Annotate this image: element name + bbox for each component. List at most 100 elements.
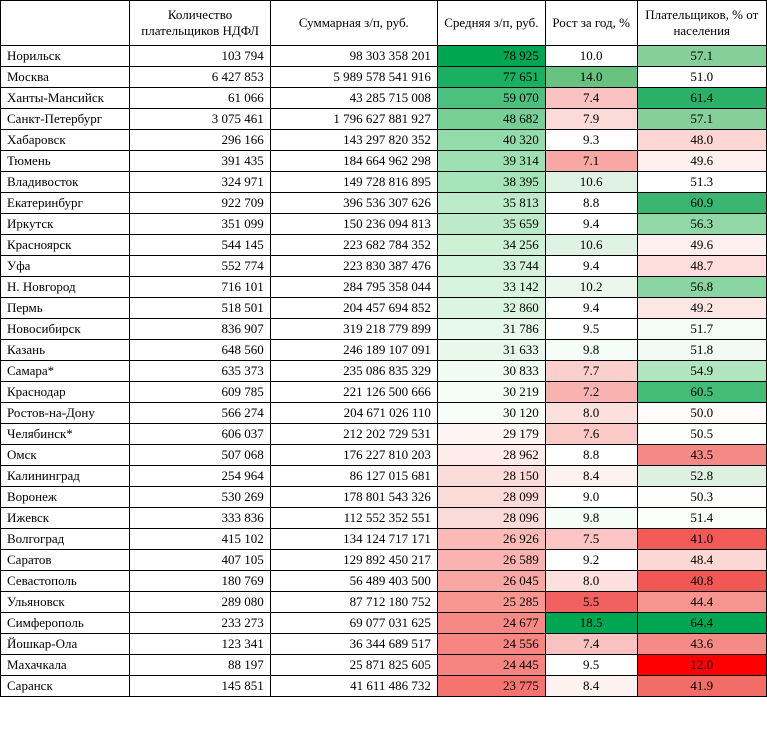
cell-count: 289 080 — [130, 592, 270, 613]
cell-pct: 64.4 — [637, 613, 767, 634]
cell-avg: 26 926 — [437, 529, 545, 550]
cell-sum: 212 202 729 531 — [270, 424, 437, 445]
cell-count: 233 273 — [130, 613, 270, 634]
cell-avg: 30 120 — [437, 403, 545, 424]
cell-pct: 48.0 — [637, 130, 767, 151]
table-row: Иркутск351 099150 236 094 81335 6599.456… — [1, 214, 767, 235]
cell-pct: 48.7 — [637, 256, 767, 277]
cell-avg: 26 589 — [437, 550, 545, 571]
cell-pct: 54.9 — [637, 361, 767, 382]
cell-avg: 30 833 — [437, 361, 545, 382]
cell-sum: 246 189 107 091 — [270, 340, 437, 361]
cell-avg: 33 142 — [437, 277, 545, 298]
cell-avg: 40 320 — [437, 130, 545, 151]
col-avg: Средняя з/п, руб. — [437, 1, 545, 46]
cell-city: Ханты-Мансийск — [1, 88, 130, 109]
cell-avg: 32 860 — [437, 298, 545, 319]
cell-city: Красноярск — [1, 235, 130, 256]
cell-growth: 9.8 — [545, 340, 637, 361]
cell-count: 145 851 — [130, 676, 270, 697]
cell-growth: 10.0 — [545, 46, 637, 67]
table-row: Казань648 560246 189 107 09131 6339.851.… — [1, 340, 767, 361]
cell-pct: 41.9 — [637, 676, 767, 697]
table-row: Тюмень391 435184 664 962 29839 3147.149.… — [1, 151, 767, 172]
cell-city: Казань — [1, 340, 130, 361]
cell-growth: 14.0 — [545, 67, 637, 88]
cell-count: 606 037 — [130, 424, 270, 445]
table-row: Севастополь180 76956 489 403 50026 0458.… — [1, 571, 767, 592]
cell-growth: 10.2 — [545, 277, 637, 298]
cell-sum: 1 796 627 881 927 — [270, 109, 437, 130]
cell-growth: 5.5 — [545, 592, 637, 613]
cell-count: 351 099 — [130, 214, 270, 235]
cell-growth: 8.4 — [545, 676, 637, 697]
cell-city: Севастополь — [1, 571, 130, 592]
cell-avg: 77 651 — [437, 67, 545, 88]
cell-avg: 28 096 — [437, 508, 545, 529]
cell-pct: 51.4 — [637, 508, 767, 529]
header-row: Количество плательщиков НДФЛ Суммарная з… — [1, 1, 767, 46]
cell-avg: 48 682 — [437, 109, 545, 130]
table-row: Красноярск544 145223 682 784 35234 25610… — [1, 235, 767, 256]
cell-count: 103 794 — [130, 46, 270, 67]
cell-pct: 51.3 — [637, 172, 767, 193]
cell-pct: 48.4 — [637, 550, 767, 571]
cell-avg: 31 786 — [437, 319, 545, 340]
cell-city: Владивосток — [1, 172, 130, 193]
cell-pct: 50.0 — [637, 403, 767, 424]
cell-city: Пермь — [1, 298, 130, 319]
cell-avg: 34 256 — [437, 235, 545, 256]
cell-count: 61 066 — [130, 88, 270, 109]
table-row: Воронеж530 269178 801 543 32628 0999.050… — [1, 487, 767, 508]
cell-growth: 9.0 — [545, 487, 637, 508]
cell-growth: 8.4 — [545, 466, 637, 487]
cell-count: 6 427 853 — [130, 67, 270, 88]
cell-city: Ростов-на-Дону — [1, 403, 130, 424]
table-row: Краснодар609 785221 126 500 66630 2197.2… — [1, 382, 767, 403]
cell-count: 333 836 — [130, 508, 270, 529]
cell-sum: 143 297 820 352 — [270, 130, 437, 151]
cell-sum: 150 236 094 813 — [270, 214, 437, 235]
cell-pct: 56.8 — [637, 277, 767, 298]
cell-avg: 28 099 — [437, 487, 545, 508]
cell-city: Тюмень — [1, 151, 130, 172]
table-row: Калининград254 96486 127 015 68128 1508.… — [1, 466, 767, 487]
cell-count: 507 068 — [130, 445, 270, 466]
cell-avg: 26 045 — [437, 571, 545, 592]
cell-avg: 23 775 — [437, 676, 545, 697]
cell-growth: 9.5 — [545, 655, 637, 676]
cell-growth: 9.4 — [545, 256, 637, 277]
cell-sum: 204 671 026 110 — [270, 403, 437, 424]
cell-pct: 40.8 — [637, 571, 767, 592]
cell-count: 88 197 — [130, 655, 270, 676]
cell-sum: 149 728 816 895 — [270, 172, 437, 193]
table-row: Владивосток324 971149 728 816 89538 3951… — [1, 172, 767, 193]
cell-city: Саранск — [1, 676, 130, 697]
table-row: Ростов-на-Дону566 274204 671 026 11030 1… — [1, 403, 767, 424]
cell-avg: 38 395 — [437, 172, 545, 193]
cell-sum: 69 077 031 625 — [270, 613, 437, 634]
cell-pct: 12.0 — [637, 655, 767, 676]
table-row: Ульяновск289 08087 712 180 75225 2855.54… — [1, 592, 767, 613]
cell-count: 566 274 — [130, 403, 270, 424]
cell-city: Махачкала — [1, 655, 130, 676]
cell-pct: 50.5 — [637, 424, 767, 445]
table-row: Волгоград415 102134 124 717 17126 9267.5… — [1, 529, 767, 550]
cell-sum: 134 124 717 171 — [270, 529, 437, 550]
cell-avg: 28 962 — [437, 445, 545, 466]
cell-growth: 7.4 — [545, 634, 637, 655]
cell-growth: 9.4 — [545, 214, 637, 235]
table-row: Пермь518 501204 457 694 85232 8609.449.2 — [1, 298, 767, 319]
cell-growth: 18.5 — [545, 613, 637, 634]
cell-growth: 8.0 — [545, 403, 637, 424]
table-row: Омск507 068176 227 810 20328 9628.843.5 — [1, 445, 767, 466]
cell-sum: 112 552 352 551 — [270, 508, 437, 529]
cell-city: Ижевск — [1, 508, 130, 529]
cell-growth: 8.0 — [545, 571, 637, 592]
cell-sum: 319 218 779 899 — [270, 319, 437, 340]
cell-sum: 43 285 715 008 — [270, 88, 437, 109]
cell-sum: 221 126 500 666 — [270, 382, 437, 403]
cell-sum: 396 536 307 626 — [270, 193, 437, 214]
cell-city: Саратов — [1, 550, 130, 571]
cell-city: Норильск — [1, 46, 130, 67]
